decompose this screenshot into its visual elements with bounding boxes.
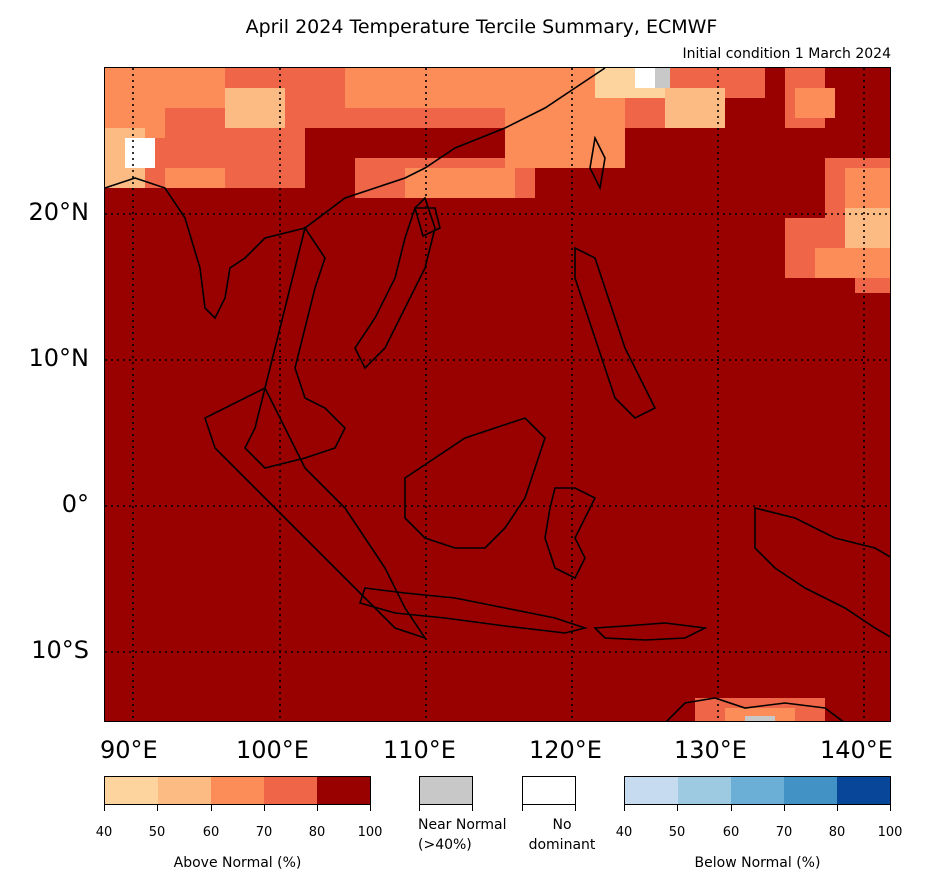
above-70-80 (264, 777, 317, 804)
lon-label-110e: 110°E (383, 736, 456, 764)
no-dominant-sublabel: dominant (528, 837, 596, 853)
below-50-60 (678, 777, 731, 804)
below-tick-40: 40 (615, 825, 633, 840)
above-80-100 (317, 777, 370, 804)
lon-label-130e: 130°E (674, 736, 747, 764)
south-cells (695, 698, 825, 721)
no-dominant-box (522, 776, 576, 805)
no-dominant-label: No (552, 817, 572, 833)
above-50-60 (158, 777, 211, 804)
lat-label-20n: 20°N (28, 198, 90, 226)
lon-label-140e: 140°E (820, 736, 893, 764)
near-normal-label: Near Normal (418, 817, 507, 833)
lat-label-10n: 10°N (28, 344, 90, 372)
below-normal-colorbar (624, 776, 891, 805)
east-cells (785, 68, 890, 293)
below-70-80 (784, 777, 837, 804)
above-normal-colorbar (104, 776, 371, 805)
above-tick-60: 60 (202, 825, 220, 840)
below-tick-70: 70 (775, 825, 793, 840)
near-normal-sublabel: (>40%) (418, 837, 472, 853)
above-tick-80: 80 (308, 825, 326, 840)
above-60-70 (211, 777, 264, 804)
above-tick-40: 40 (95, 825, 113, 840)
map-subtitle: Initial condition 1 March 2024 (682, 46, 891, 62)
below-60-70 (731, 777, 784, 804)
map-svg (105, 68, 890, 721)
map-title: April 2024 Temperature Tercile Summary, … (245, 16, 718, 38)
above-40-50 (105, 777, 158, 804)
below-40-50 (625, 777, 678, 804)
below-normal-label: Below Normal (%) (694, 855, 821, 871)
above-normal-label: Above Normal (%) (173, 855, 302, 871)
below-tick-60: 60 (722, 825, 740, 840)
lon-label-90e: 90°E (100, 736, 158, 764)
lon-label-120e: 120°E (529, 736, 602, 764)
above-tick-50: 50 (148, 825, 166, 840)
graticule (105, 68, 890, 721)
below-tick-100: 100 (877, 825, 903, 840)
coastlines (105, 68, 890, 721)
lat-label-10s: 10°S (31, 636, 89, 664)
below-80-100 (837, 777, 890, 804)
below-tick-50: 50 (668, 825, 686, 840)
below-tick-80: 80 (828, 825, 846, 840)
lon-label-100e: 100°E (236, 736, 309, 764)
above-tick-70: 70 (255, 825, 273, 840)
lat-label-0: 0° (61, 490, 89, 518)
above-tick-100: 100 (357, 825, 383, 840)
near-normal-box (419, 776, 473, 805)
north-cells (105, 68, 765, 198)
forecast-map (104, 67, 891, 722)
